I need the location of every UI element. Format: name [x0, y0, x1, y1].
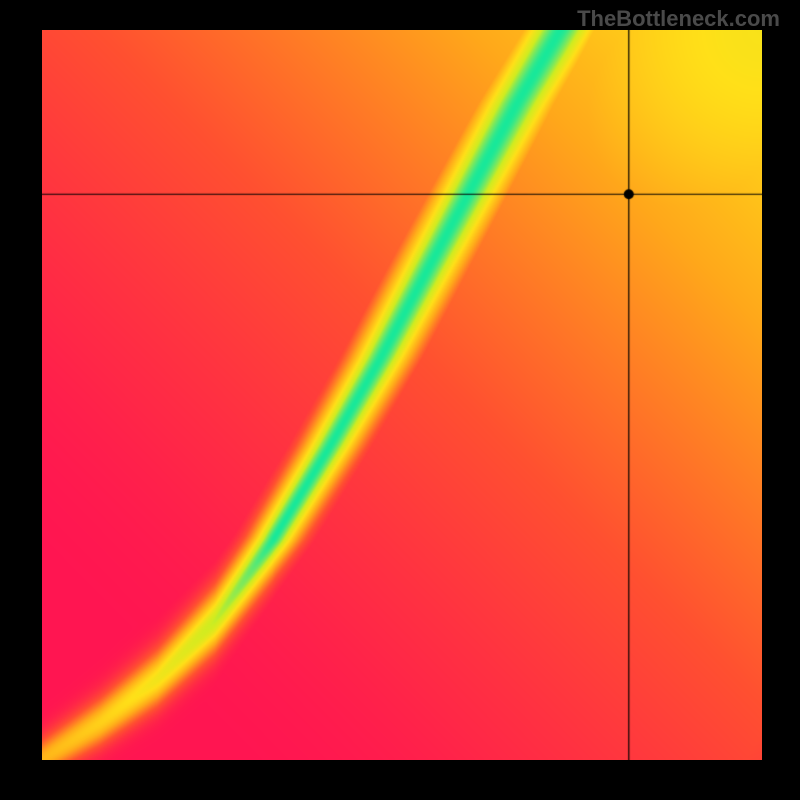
bottleneck-heatmap [42, 30, 762, 760]
chart-container: TheBottleneck.com [0, 0, 800, 800]
watermark-text: TheBottleneck.com [577, 6, 780, 32]
